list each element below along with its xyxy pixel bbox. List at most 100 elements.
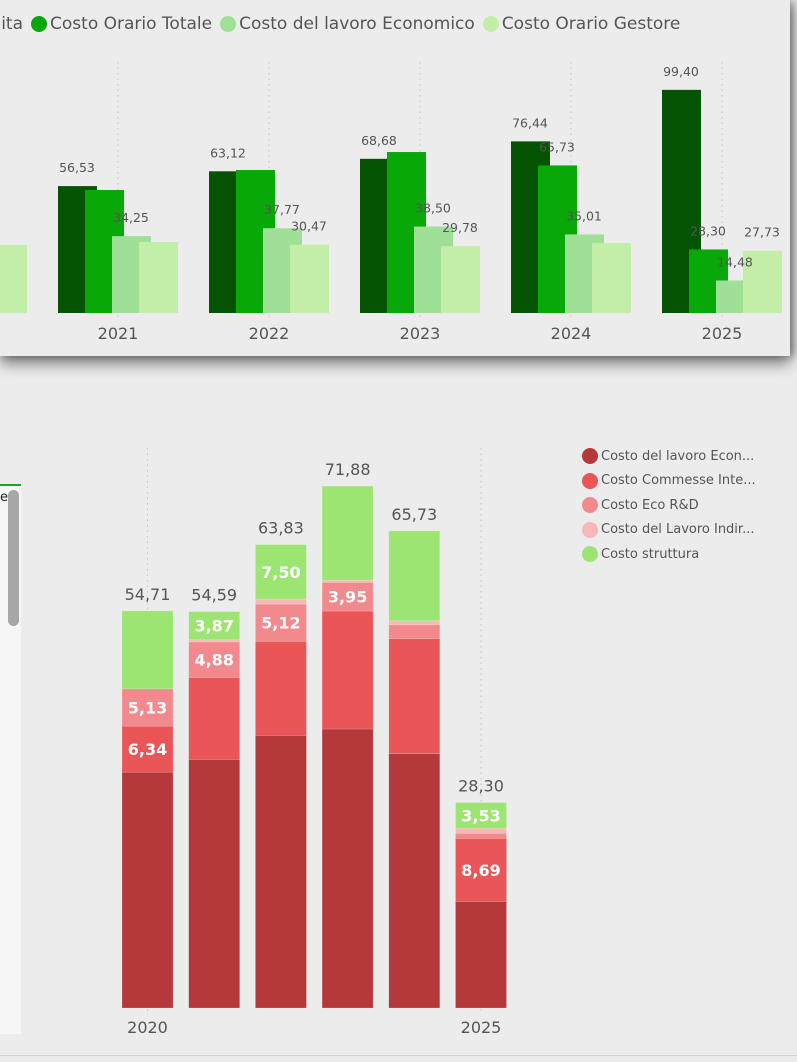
stacked-segment bbox=[455, 802, 507, 829]
x-tick-label: 2025 bbox=[702, 324, 743, 343]
stacked-segment bbox=[388, 638, 441, 754]
x-tick-label: 2020 bbox=[127, 1018, 168, 1037]
total-label: 71,88 bbox=[325, 460, 371, 479]
legend-item[interactable]: Costo del lavoro Economico bbox=[220, 14, 475, 34]
stacked-segment bbox=[121, 725, 174, 773]
left-panel-text: e bbox=[0, 490, 8, 505]
segment-label: 7,50 bbox=[261, 563, 300, 582]
legend-item[interactable]: Costo Orario Totale bbox=[31, 14, 212, 34]
bar bbox=[743, 250, 782, 313]
stacked-segment bbox=[388, 620, 441, 626]
legend-label: Costo Eco R&D bbox=[601, 497, 699, 513]
stacked-segment bbox=[388, 530, 441, 622]
legend-label: Costo Orario Totale bbox=[50, 14, 213, 34]
bar bbox=[0, 244, 27, 313]
legend-label: i vendita bbox=[0, 14, 24, 34]
legend-item[interactable]: i vendita bbox=[0, 14, 23, 34]
legend-dot-icon bbox=[582, 472, 598, 489]
segment-label: 5,13 bbox=[128, 698, 167, 717]
bar bbox=[592, 242, 631, 313]
stacked-segment bbox=[321, 610, 374, 730]
bar bbox=[290, 244, 329, 313]
data-label: 63,12 bbox=[210, 145, 246, 160]
legend-dot-icon bbox=[582, 546, 598, 563]
legend-label: Costo struttura bbox=[601, 546, 700, 562]
segment-label: 5,12 bbox=[261, 614, 300, 633]
legend-item[interactable]: Costo Commesse Inte... bbox=[582, 469, 756, 494]
stacked-segment bbox=[255, 544, 307, 600]
legend-dot-icon bbox=[31, 16, 48, 32]
legend-dot-icon bbox=[220, 16, 237, 32]
legend-item[interactable]: Costo Orario Gestore bbox=[482, 14, 681, 34]
stacked-segment bbox=[255, 735, 307, 1009]
segment-label: 3,87 bbox=[194, 617, 233, 636]
data-label: 28,30 bbox=[690, 223, 726, 238]
stacked-segment bbox=[255, 598, 307, 605]
data-label: 99,40 bbox=[663, 64, 699, 79]
left-table-panel: e bbox=[0, 484, 21, 1034]
scrollbar[interactable] bbox=[8, 490, 19, 626]
stacked-segment bbox=[188, 641, 240, 678]
stacked-segment bbox=[321, 579, 374, 583]
top-chart-legend: i vendita Costo Orario Totale Costo del la… bbox=[0, 14, 688, 34]
stacked-segment bbox=[321, 728, 374, 1009]
data-label: 29,78 bbox=[442, 220, 478, 235]
stacked-segment bbox=[388, 753, 441, 1009]
segment-label: 4,88 bbox=[194, 651, 233, 670]
x-tick-label: 2022 bbox=[249, 324, 290, 343]
legend-label: Costo del lavoro Econ... bbox=[601, 448, 755, 464]
legend-item[interactable]: Costo del Lavoro Indir... bbox=[582, 518, 756, 543]
legend-item[interactable]: Costo struttura bbox=[582, 542, 756, 567]
bottom-chart-legend: Costo del lavoro Econ... Costo Commesse I… bbox=[582, 444, 756, 567]
bottom-chart: 6,34 5,13 54,71 2020 4,88 3,87 54,59 5,12 7,50 63… bbox=[121, 448, 507, 1037]
stacked-segment bbox=[388, 624, 441, 639]
data-label: 68,68 bbox=[361, 133, 397, 148]
legend-dot-icon bbox=[582, 448, 598, 465]
stacked-segment bbox=[121, 771, 174, 1009]
segment-label: 3,95 bbox=[328, 588, 367, 607]
legend-label: Costo del lavoro Economico bbox=[239, 14, 475, 34]
stacked-segment bbox=[455, 827, 507, 834]
data-label: 35,01 bbox=[566, 208, 602, 223]
legend-item[interactable]: Costo Eco R&D bbox=[582, 493, 756, 518]
legend-dot-icon bbox=[482, 16, 499, 32]
stacked-segment bbox=[455, 832, 507, 839]
stacked-segment bbox=[121, 688, 174, 727]
x-tick-label: 2025 bbox=[461, 1018, 502, 1037]
stacked-segment bbox=[188, 677, 240, 760]
top-chart: 2021 56,53 34,25 2022 63,12 37,77 30,47 2023 68,… bbox=[0, 62, 782, 343]
data-label: 34,25 bbox=[113, 210, 149, 225]
data-label: 56,53 bbox=[59, 160, 95, 175]
stacked-segment bbox=[255, 640, 307, 736]
segment-label: 6,34 bbox=[128, 740, 167, 759]
bar bbox=[139, 242, 178, 313]
data-label: 37,77 bbox=[264, 202, 300, 217]
segment-label: 3,53 bbox=[461, 806, 500, 825]
stacked-segment bbox=[321, 582, 374, 612]
stacked-segment bbox=[188, 759, 240, 1009]
x-tick-label: 2021 bbox=[98, 324, 139, 343]
top-chart-panel: i vendita Costo Orario Totale Costo del la… bbox=[0, 0, 790, 356]
data-label: 38,50 bbox=[415, 201, 451, 216]
stacked-segment bbox=[188, 611, 240, 641]
stacked-segment bbox=[255, 603, 307, 642]
data-label: 27,73 bbox=[744, 225, 780, 240]
data-label: 76,44 bbox=[512, 115, 548, 130]
total-label: 54,59 bbox=[191, 586, 237, 605]
legend-dot-icon bbox=[582, 521, 598, 538]
bar bbox=[441, 246, 480, 313]
x-tick-label: 2023 bbox=[400, 324, 441, 343]
stacked-segment bbox=[455, 901, 507, 1009]
divider bbox=[0, 1055, 797, 1056]
segment-label: 8,69 bbox=[461, 861, 500, 880]
data-label: 30,47 bbox=[291, 219, 327, 234]
total-label: 65,73 bbox=[391, 505, 437, 524]
data-label: 14,48 bbox=[717, 254, 753, 269]
total-label: 63,83 bbox=[258, 519, 304, 538]
legend-label: Costo del Lavoro Indir... bbox=[601, 522, 755, 538]
legend-label: Costo Commesse Inte... bbox=[601, 473, 756, 489]
legend-dot-icon bbox=[582, 497, 598, 514]
legend-item[interactable]: Costo del lavoro Econ... bbox=[582, 444, 756, 469]
legend-label: Costo Orario Gestore bbox=[501, 14, 681, 34]
stacked-segment bbox=[121, 610, 174, 690]
